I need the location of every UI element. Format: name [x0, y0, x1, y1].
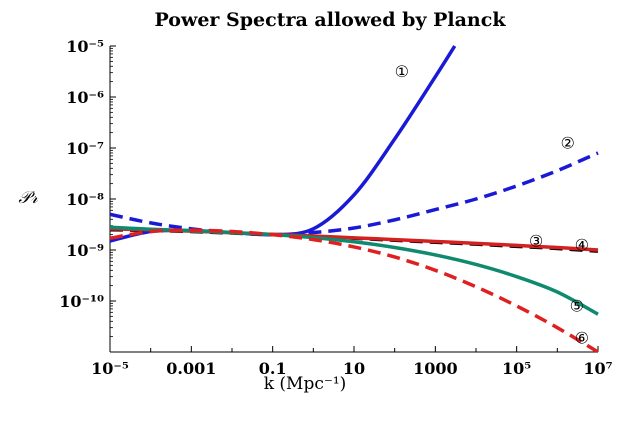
y-tick-label: 10⁻¹⁰	[59, 292, 104, 311]
curve-marker-5: ⑤	[570, 297, 584, 316]
series-group	[110, 45, 599, 352]
x-tick-label: 10⁷	[583, 359, 612, 378]
x-ticks: 10⁻⁵ 0.001 0.1 10 1000 10⁵ 10⁷	[91, 346, 613, 378]
chart-title: Power Spectra allowed by Planck	[155, 9, 507, 31]
y-tick-label: 10⁻⁷	[66, 139, 104, 158]
x-tick-label: 1000	[413, 359, 458, 378]
x-tick-label: 0.001	[166, 359, 216, 378]
curve-marker-4: ④	[575, 235, 589, 254]
y-tick-label: 10⁻⁵	[66, 37, 104, 56]
x-tick-label: 10⁵	[502, 359, 531, 378]
x-tick-label: 0.1	[259, 359, 287, 378]
y-tick-label: 10⁻⁹	[66, 241, 104, 260]
y-ticks: 10⁻¹⁰ 10⁻⁹ 10⁻⁸ 10⁻⁷ 10⁻⁶ 10⁻⁵	[59, 37, 116, 338]
marker-group: ① ② ③ ④ ⑤ ⑥	[395, 62, 589, 348]
x-tick-label: 10	[343, 359, 365, 378]
curve-marker-1: ①	[395, 62, 409, 81]
x-tick-label: 10⁻⁵	[91, 359, 129, 378]
series-line-5	[110, 225, 599, 316]
curve-marker-3: ③	[529, 232, 543, 251]
y-axis-label: 𝒫𝓇	[18, 188, 38, 208]
curve-marker-6: ⑥	[575, 329, 589, 348]
series-line-6	[110, 228, 599, 352]
y-tick-label: 10⁻⁸	[66, 190, 104, 209]
y-tick-label: 10⁻⁶	[66, 88, 104, 107]
x-axis-label: k (Mpc⁻¹)	[264, 374, 347, 394]
curve-marker-2: ②	[561, 133, 575, 152]
